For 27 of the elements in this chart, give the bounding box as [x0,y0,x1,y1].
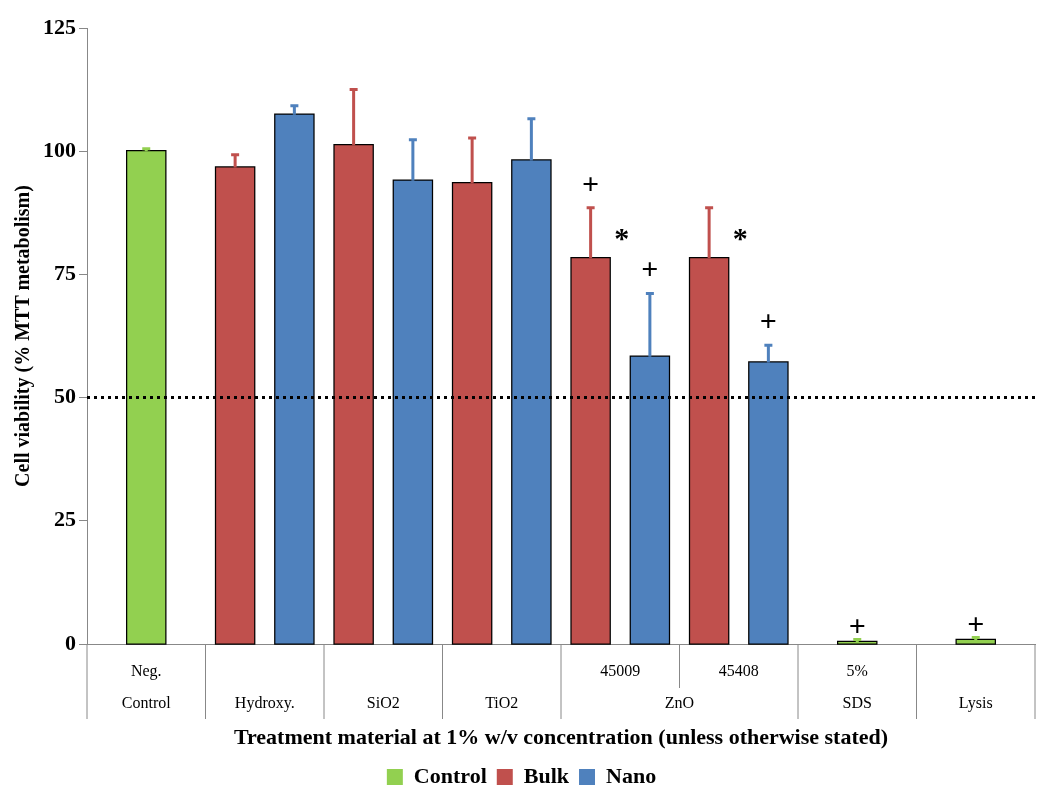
annotation: + [759,304,777,338]
y-axis-title: Cell viability (% MTT metabolism) [11,185,35,487]
x-tick-label: Neg. Control [121,662,172,712]
annotation: + [848,608,866,642]
x-tick-label: TiO2 [485,694,519,712]
x-tick-label: 5% SDS [842,662,872,712]
x-tick-label: 45408 [718,662,759,680]
legend-label: Nano [606,762,657,788]
annotation: * [614,220,630,254]
y-tick-label: 0 [65,629,76,655]
y-tick-label: 25 [54,506,76,532]
annotation: + [641,252,659,286]
legend-label: Bulk [523,762,570,788]
y-tick-label: 50 [54,383,76,409]
y-tick-label: 100 [43,136,76,162]
x-tick-label: SiO2 [366,694,400,712]
annotation: * [732,220,748,254]
legend-label: Control [413,762,487,788]
text: ZnO [664,694,695,712]
x-axis-title: Treatment material at 1% w/v concentration (unless otherwise stated) [233,724,889,750]
y-tick-label: 75 [54,260,76,286]
x-tick-label: Lysis [958,694,993,713]
x-tick-label: Hydroxy. [234,694,295,713]
x-tick-label: 45009 [600,662,641,680]
y-tick-label: 125 [43,13,76,39]
annotation: + [582,166,600,200]
annotation: + [967,606,985,640]
